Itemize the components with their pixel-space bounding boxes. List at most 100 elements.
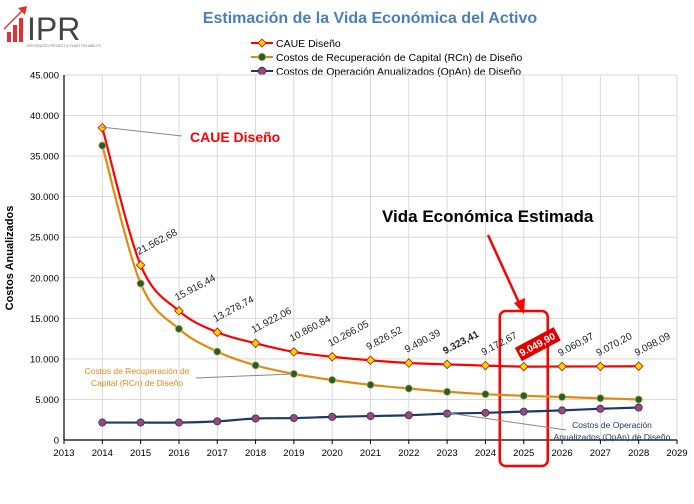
x-tick-label: 2020 xyxy=(322,448,343,459)
x-tick-label: 2029 xyxy=(666,448,687,459)
marker-rcn xyxy=(596,394,605,403)
marker-rcn xyxy=(213,347,222,356)
annotation-vida-economica: Vida Económica Estimada xyxy=(382,207,594,226)
annotation-opan-line2: Anualizados (OpAn) de Diseño xyxy=(554,432,671,442)
marker-rcn xyxy=(98,141,107,150)
marker-rcn xyxy=(404,384,413,393)
data-labels: 21.562,6815.916,4413.278,7411.922,0610.8… xyxy=(135,227,673,362)
y-axis-label: Costos Anualizados xyxy=(4,206,16,311)
marker-rcn xyxy=(443,387,452,396)
x-tick-label: 2023 xyxy=(437,448,458,459)
legend-label-caue: CAUE Diseño xyxy=(276,38,341,50)
marker-caue xyxy=(327,351,337,362)
marker-opan xyxy=(519,407,528,416)
vida-arrow-head-icon xyxy=(514,298,525,314)
logo-bar-1 xyxy=(7,32,11,42)
marker-opan xyxy=(366,412,375,421)
marker-opan xyxy=(98,418,107,427)
marker-rcn xyxy=(136,279,145,288)
legend-item-opan: Costos de Operación Anualizados (OpAn) d… xyxy=(251,66,521,78)
x-tick-label: 2021 xyxy=(360,448,381,459)
logo-arrow-icon xyxy=(4,6,27,30)
caue-callout-line xyxy=(100,126,183,137)
marker-caue xyxy=(557,361,567,372)
y-tick-labels: 0 5.000 10.000 15.000 20.000 25.000 30.000 35.0… xyxy=(30,71,59,447)
series-markers xyxy=(97,122,644,427)
x-tick-label: 2016 xyxy=(168,448,189,459)
marker-caue xyxy=(404,358,414,368)
legend-item-rcn: Costos de Recuperación de Capital (RCn) … xyxy=(251,52,522,64)
marker-opan xyxy=(213,417,222,426)
data-label-text: 21.562,68 xyxy=(135,227,180,258)
marker-caue xyxy=(518,361,529,372)
data-label-2018: 11.922,06 xyxy=(250,305,294,335)
data-label-text: 11.922,06 xyxy=(250,305,294,335)
data-label-2015: 21.562,68 xyxy=(135,227,180,258)
x-tick-label: 2024 xyxy=(475,448,496,459)
opan-callout-line xyxy=(447,412,567,431)
axes xyxy=(63,75,678,444)
data-label-2025: 9.049,90 xyxy=(514,327,561,362)
marker-caue xyxy=(442,359,452,370)
data-label-highlight-bg xyxy=(514,327,561,362)
x-tick-label: 2022 xyxy=(398,448,419,459)
marker-caue xyxy=(480,360,491,371)
annotation-opan-line1: Costos de Operación xyxy=(572,420,652,430)
marker-rcn xyxy=(481,390,490,399)
data-label-text: 13.278,74 xyxy=(211,294,256,325)
y-tick-label: 25.000 xyxy=(30,233,59,244)
logo-tagline: INTEGRATED PROJECT & PLANT RELIABILITY xyxy=(27,44,102,48)
y-tick-label: 15.000 xyxy=(30,314,59,325)
logo: IPR INTEGRATED PROJECT & PLANT RELIABILI… xyxy=(4,6,102,48)
gridlines xyxy=(64,74,678,440)
x-tick-label: 2014 xyxy=(92,448,113,459)
marker-opan xyxy=(174,418,183,427)
legend-label-opan: Costos de Operación Anualizados (OpAn) d… xyxy=(276,66,521,78)
y-tick-label: 20.000 xyxy=(30,273,59,284)
x-tick-label: 2017 xyxy=(207,448,228,459)
x-tick-label: 2025 xyxy=(513,448,534,459)
x-tick-labels: 2013 2014 2015 2016 2017 2018 2019 2020 2021 2022… xyxy=(53,448,687,459)
marker-rcn xyxy=(634,395,643,404)
y-tick-label: 40.000 xyxy=(30,111,59,122)
marker-caue xyxy=(633,361,644,371)
annotation-caue: CAUE Diseño xyxy=(190,129,280,145)
marker-opan xyxy=(289,414,298,423)
marker-opan xyxy=(481,408,490,417)
legend: CAUE Diseño Costos de Recuperación de Ca… xyxy=(251,38,522,78)
marker-rcn xyxy=(366,380,375,389)
x-tick-label: 2028 xyxy=(628,448,649,459)
logo-bar-3 xyxy=(19,18,23,42)
marker-opan xyxy=(136,418,145,427)
x-tick-label: 2015 xyxy=(130,448,151,459)
marker-caue xyxy=(135,260,146,270)
marker-opan xyxy=(251,414,260,423)
data-label-2017: 13.278,74 xyxy=(211,294,256,325)
x-tick-label: 2018 xyxy=(245,448,266,459)
marker-opan xyxy=(634,403,643,412)
marker-rcn xyxy=(519,391,528,400)
x-tick-label: 2019 xyxy=(283,448,304,459)
x-tick-label: 2026 xyxy=(551,448,572,459)
marker-rcn xyxy=(328,375,337,384)
marker-opan xyxy=(558,406,567,415)
marker-caue xyxy=(250,338,261,349)
marker-rcn xyxy=(558,393,567,402)
vida-arrow-line xyxy=(486,234,522,306)
legend-label-rcn: Costos de Recuperación de Capital (RCn) … xyxy=(276,52,522,64)
chart-title: Estimación de la Vida Económica del Acti… xyxy=(203,10,538,27)
legend-item-caue: CAUE Diseño xyxy=(251,38,341,50)
marker-caue xyxy=(289,347,299,357)
x-tick-label: 2013 xyxy=(53,448,74,459)
marker-opan xyxy=(328,412,337,421)
y-tick-label: 45.000 xyxy=(30,71,59,82)
annotation-rcn-line1: Costos de Recuperación de xyxy=(85,366,190,376)
y-tick-label: 30.000 xyxy=(30,192,59,203)
marker-caue xyxy=(365,355,376,366)
marker-caue xyxy=(97,122,108,133)
annotations: CAUE Diseño Vida Económica Estimada Cost… xyxy=(85,126,671,442)
rcn-callout-line xyxy=(195,373,293,379)
marker-caue xyxy=(174,306,184,316)
logo-bar-2 xyxy=(13,25,17,42)
marker-rcn xyxy=(174,324,183,333)
